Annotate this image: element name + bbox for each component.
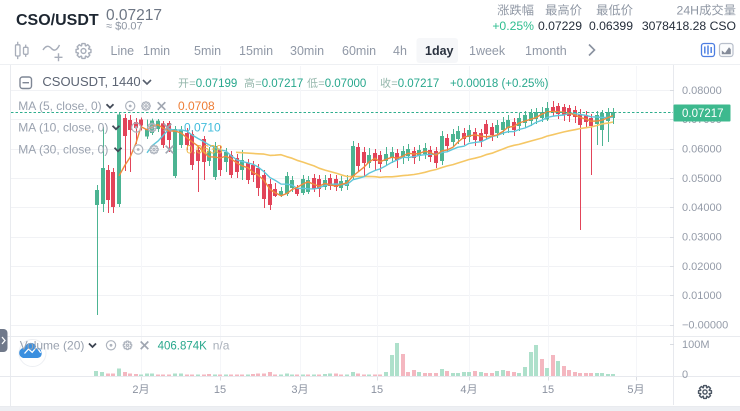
- svg-text:0.07199: 0.07199: [196, 78, 238, 90]
- svg-text:MA (30, close, 0): MA (30, close, 0): [18, 143, 108, 157]
- svg-text:30min: 30min: [290, 44, 324, 58]
- svg-text:60min: 60min: [342, 44, 376, 58]
- svg-text:0.0710: 0.0710: [184, 121, 221, 135]
- svg-text:0.04000: 0.04000: [682, 202, 722, 214]
- svg-text:=: =: [391, 78, 397, 90]
- svg-text:0.07000: 0.07000: [325, 78, 367, 90]
- svg-text:15: 15: [542, 384, 554, 396]
- svg-text:MA (5, close, 0): MA (5, close, 0): [18, 99, 101, 113]
- svg-text:0.07217: 0.07217: [682, 108, 724, 120]
- svg-text:Volume (20): Volume (20): [20, 339, 85, 353]
- svg-text:4: 4: [460, 384, 466, 396]
- svg-text:0.07217: 0.07217: [398, 78, 440, 90]
- svg-text:1day: 1day: [425, 44, 454, 58]
- svg-text:0.07229: 0.07229: [538, 19, 582, 33]
- svg-text:0.07217: 0.07217: [106, 7, 162, 24]
- svg-text:100M: 100M: [682, 339, 710, 351]
- svg-text:24H: 24H: [677, 4, 700, 18]
- svg-text:15: 15: [371, 384, 383, 396]
- svg-text:MA (10, close, 0): MA (10, close, 0): [18, 121, 108, 135]
- svg-text:0.06399: 0.06399: [589, 19, 633, 33]
- svg-text:406.874K: 406.874K: [158, 341, 208, 353]
- svg-text:CSOUSDT, 1440: CSOUSDT, 1440: [42, 74, 140, 89]
- svg-text:3: 3: [291, 384, 297, 396]
- svg-text:0.0638: 0.0638: [186, 143, 223, 157]
- svg-text:0: 0: [682, 369, 688, 381]
- svg-text:=: =: [189, 78, 195, 90]
- svg-text:1week: 1week: [469, 44, 506, 58]
- svg-text:CSO/USDT: CSO/USDT: [16, 12, 99, 29]
- svg-text:4h: 4h: [393, 44, 407, 58]
- svg-text:0.08000: 0.08000: [682, 85, 722, 97]
- svg-text:15min: 15min: [239, 44, 273, 58]
- svg-text:3078418.28 CSO: 3078418.28 CSO: [642, 19, 736, 33]
- svg-text:1min: 1min: [143, 44, 170, 58]
- svg-text:=: =: [255, 78, 261, 90]
- svg-text:=: =: [318, 78, 324, 90]
- svg-text:0.01000: 0.01000: [682, 290, 722, 302]
- svg-text:1month: 1month: [525, 44, 567, 58]
- svg-text:−0.00000: −0.00000: [682, 320, 728, 332]
- svg-text:0.03000: 0.03000: [682, 232, 722, 244]
- svg-text:0.02000: 0.02000: [682, 261, 722, 273]
- svg-text:0.05000: 0.05000: [682, 173, 722, 185]
- svg-text:5min: 5min: [194, 44, 221, 58]
- svg-text:+0.25%: +0.25%: [492, 19, 534, 33]
- svg-text:+0.00018 (+0.25%): +0.00018 (+0.25%): [450, 78, 549, 90]
- svg-text:2: 2: [132, 384, 138, 396]
- svg-text:n/a: n/a: [213, 339, 230, 353]
- svg-text:0.07217: 0.07217: [262, 78, 304, 90]
- svg-text:0.0708: 0.0708: [178, 99, 215, 113]
- svg-text:15: 15: [214, 384, 226, 396]
- svg-text:0.06000: 0.06000: [682, 144, 722, 156]
- svg-text:Line: Line: [111, 44, 135, 58]
- svg-text:5: 5: [627, 384, 633, 396]
- svg-text:≈ $0.07: ≈ $0.07: [106, 21, 143, 33]
